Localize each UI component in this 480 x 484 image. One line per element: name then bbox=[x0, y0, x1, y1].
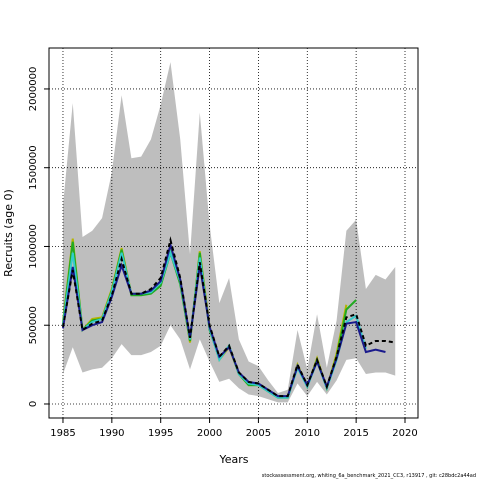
x-tick-label: 1985 bbox=[50, 428, 75, 439]
y-tick-label: 0 bbox=[28, 401, 39, 407]
confidence-band bbox=[62, 62, 396, 403]
y-tick-label: 2000000 bbox=[28, 67, 39, 112]
footer: stockassessment.org, whiting_6a_benchmar… bbox=[262, 473, 476, 479]
x-tick-label: 2000 bbox=[197, 428, 222, 439]
y-axis-label: Recruits (age 0) bbox=[2, 189, 15, 277]
x-tick-label: 2005 bbox=[246, 428, 271, 439]
x-axis-label: Years bbox=[218, 453, 248, 466]
x-tick-label: 1995 bbox=[148, 428, 173, 439]
x-tick-label: 2010 bbox=[295, 428, 320, 439]
plot-frame bbox=[48, 47, 419, 419]
y-tick-label: 500000 bbox=[28, 306, 39, 344]
x-tick-label: 2015 bbox=[343, 428, 368, 439]
y-tick-label: 1500000 bbox=[28, 145, 39, 190]
series-line bbox=[61, 236, 396, 398]
x-tick-label: 1990 bbox=[99, 428, 124, 439]
x-tick-label: 2020 bbox=[392, 428, 417, 439]
y-tick-label: 1000000 bbox=[28, 224, 39, 269]
